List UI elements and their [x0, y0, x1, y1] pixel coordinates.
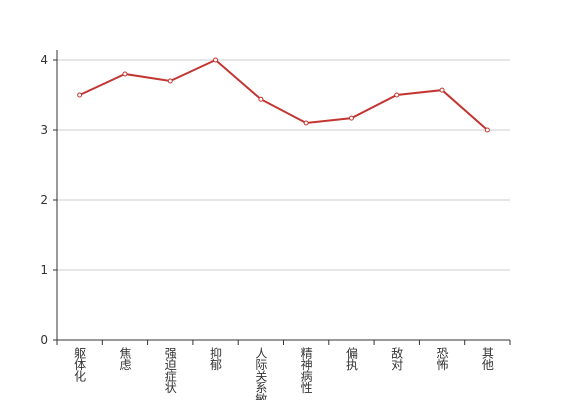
line [79, 58, 489, 131]
x-tick-label: 强迫症状 [163, 347, 177, 393]
point [394, 92, 400, 98]
x-tick-label: 抑郁 [209, 346, 223, 372]
x-tick-label: 其他 [480, 347, 494, 371]
x-tick-label: 人际关系敏感 [254, 347, 268, 400]
point [167, 78, 173, 84]
point [303, 120, 309, 126]
y-tick-label: 0 [40, 333, 48, 347]
x-tick-label: 躯体化 [73, 346, 87, 383]
x-tick-label: 焦虑 [118, 347, 132, 371]
y-tick-label: 3 [40, 123, 48, 137]
x-tick-label: 敌对 [390, 346, 404, 371]
x-tick-label: 恐怖 [435, 347, 449, 370]
point [348, 115, 354, 121]
point [213, 57, 219, 63]
point [258, 96, 264, 102]
point [122, 71, 128, 77]
y-tick-label: 2 [40, 193, 48, 207]
y-tick-label: 4 [40, 53, 48, 67]
x-tick-label: 偏执 [344, 346, 358, 372]
point [439, 87, 445, 93]
point [484, 127, 490, 133]
x-tick-label: 精神病性 [299, 347, 313, 395]
point [77, 92, 83, 98]
y-tick-label: 1 [40, 263, 48, 277]
